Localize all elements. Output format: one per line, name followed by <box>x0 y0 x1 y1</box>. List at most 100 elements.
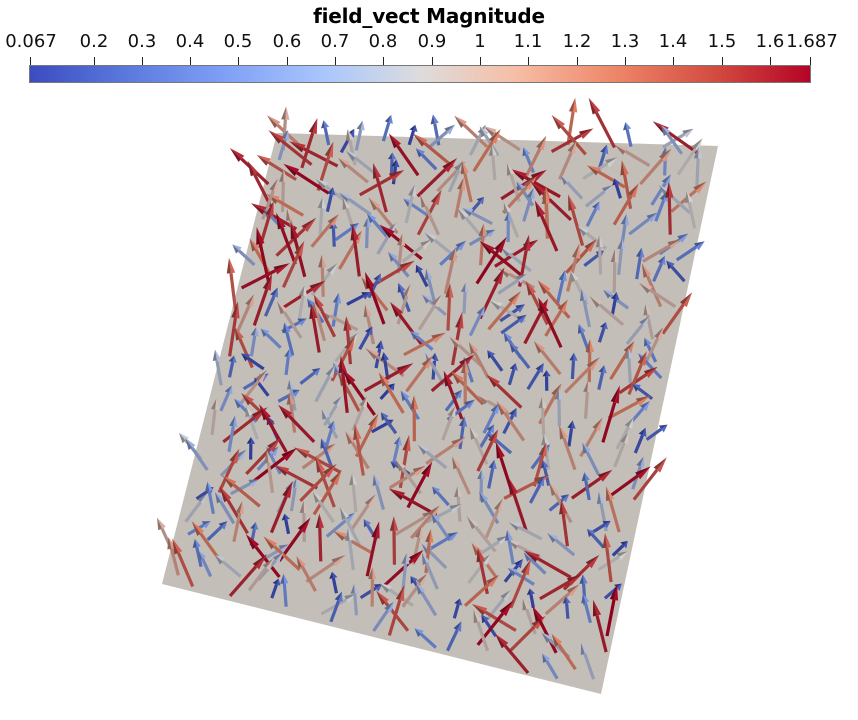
arrow-shaft <box>539 580 570 601</box>
arrow-shaft <box>236 304 251 333</box>
arrow-head <box>624 213 630 226</box>
arrow-head <box>462 161 469 174</box>
arrow-icon <box>349 473 358 513</box>
arrow-shaft <box>583 602 592 624</box>
arrow-head <box>333 554 346 567</box>
arrow-icon <box>542 370 551 391</box>
arrow-shaft <box>567 427 574 447</box>
arrow-icon <box>222 475 261 508</box>
arrow-head <box>421 552 431 564</box>
arrow-head <box>191 520 201 536</box>
arrow-head <box>391 159 397 167</box>
arrow-head <box>588 554 600 569</box>
colorbar-tick-label: 1.3 <box>610 31 640 52</box>
arrow-head <box>276 212 286 229</box>
arrow-head <box>298 240 305 257</box>
arrow-head <box>283 573 289 584</box>
arrow-head <box>486 424 495 432</box>
arrow-head <box>482 223 487 237</box>
arrow-head <box>214 554 223 565</box>
arrow-icon <box>381 114 393 142</box>
arrow-shaft <box>375 177 388 213</box>
arrow-head <box>586 357 601 368</box>
arrow-shaft <box>661 303 685 335</box>
arrow-head <box>249 294 255 308</box>
arrow-head <box>342 197 347 210</box>
arrow-head <box>616 583 622 592</box>
arrow-head <box>587 528 596 535</box>
arrow-head <box>455 160 464 170</box>
arrow-head <box>585 554 600 566</box>
arrow-icon <box>661 124 684 155</box>
arrow-glyph-layer <box>157 97 707 680</box>
arrow-shaft <box>544 376 549 391</box>
arrow-head <box>509 168 527 178</box>
arrow-head <box>479 491 485 504</box>
arrow-shaft <box>524 154 535 174</box>
arrow-head <box>269 201 274 217</box>
arrow-icon <box>312 491 335 524</box>
arrow-head <box>695 181 707 194</box>
arrow-icon <box>309 303 321 353</box>
arrow-icon <box>554 387 564 427</box>
arrow-head <box>476 547 481 563</box>
arrow-head <box>525 280 533 296</box>
arrow-icon <box>172 538 195 588</box>
arrow-shaft <box>670 189 698 213</box>
arrow-icon <box>246 436 256 460</box>
arrow-shaft <box>232 483 261 508</box>
arrow-shaft <box>612 262 617 293</box>
arrow-shaft <box>237 249 256 267</box>
arrow-shaft <box>184 501 202 523</box>
arrow-head <box>342 368 356 383</box>
arrow-shaft <box>409 202 428 217</box>
arrow-head <box>354 584 359 594</box>
arrow-head <box>338 192 351 199</box>
arrow-head <box>345 527 350 542</box>
arrow-shaft <box>267 160 297 181</box>
arrow-head <box>373 163 378 179</box>
arrow-head <box>640 400 650 409</box>
arrow-head <box>500 590 511 599</box>
arrow-head <box>301 517 311 533</box>
arrow-head <box>321 438 329 448</box>
colorbar-tick-mark <box>383 57 384 66</box>
arrow-head <box>384 114 392 123</box>
colorbar-tick-label: 0.3 <box>127 31 157 52</box>
arrow-head <box>406 284 411 298</box>
arrow-icon <box>401 239 432 264</box>
arrow-head <box>425 528 431 543</box>
arrow-icon <box>661 292 693 335</box>
arrow-shaft <box>594 111 616 149</box>
arrow-icon <box>487 459 497 489</box>
arrow-shaft <box>476 621 490 652</box>
arrow-head <box>614 385 620 404</box>
arrow-head <box>338 157 348 169</box>
arrow-shaft <box>371 219 390 239</box>
arrow-head <box>448 246 456 261</box>
arrow-icon <box>269 481 293 534</box>
arrow-icon <box>567 420 576 447</box>
colorbar-tick-label: 1.5 <box>707 31 737 52</box>
arrow-icon <box>610 291 620 317</box>
arrow-shaft <box>219 392 231 412</box>
arrow-head <box>641 263 652 277</box>
arrow-shaft <box>624 149 651 167</box>
arrow-head <box>540 459 545 469</box>
arrow-icon <box>240 263 290 290</box>
arrow-head <box>259 404 271 419</box>
arrow-icon <box>559 424 577 471</box>
arrow-shaft <box>299 371 316 385</box>
arrow-head <box>210 398 217 410</box>
arrow-icon <box>278 404 316 444</box>
arrow-head <box>274 287 278 298</box>
arrow-head <box>567 420 573 429</box>
arrow-head <box>205 481 210 493</box>
arrow-icon <box>425 436 466 465</box>
arrow-head <box>392 152 397 160</box>
arrow-head <box>542 653 547 664</box>
arrow-head <box>325 364 336 376</box>
arrow-shaft <box>541 191 573 222</box>
